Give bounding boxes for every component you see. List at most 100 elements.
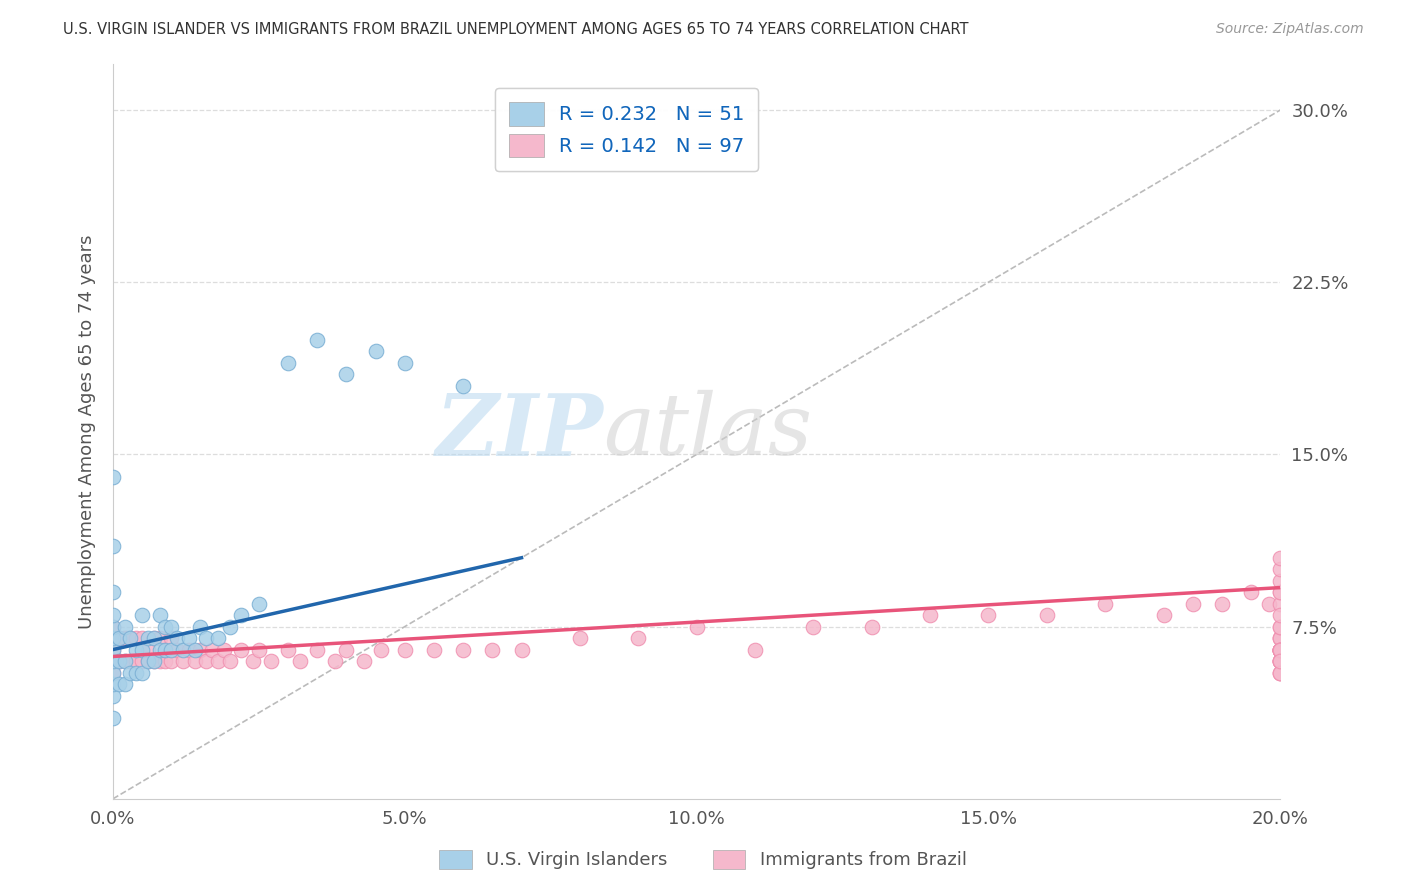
Point [1257, 597, 1279, 611]
Point [1270, 585, 1292, 599]
Point [207, 631, 229, 645]
Point [1211, 597, 1233, 611]
Point [568, 631, 591, 645]
Text: ZIP: ZIP [436, 390, 603, 473]
Point [155, 642, 177, 657]
Point [1270, 642, 1292, 657]
Point [114, 654, 136, 668]
Point [1270, 619, 1292, 633]
Point [195, 631, 218, 645]
Point [107, 654, 129, 668]
Point [247, 597, 270, 611]
Point [1270, 642, 1292, 657]
Point [1270, 574, 1292, 588]
Point [1270, 654, 1292, 668]
Point [101, 619, 124, 633]
Point [107, 631, 129, 645]
Point [183, 654, 205, 668]
Point [125, 631, 148, 645]
Point [1270, 642, 1292, 657]
Point [307, 642, 329, 657]
Point [510, 642, 533, 657]
Point [101, 631, 124, 645]
Point [451, 642, 474, 657]
Point [1240, 585, 1263, 599]
Point [277, 355, 299, 369]
Point [212, 642, 235, 657]
Point [364, 344, 387, 359]
Point [107, 654, 129, 668]
Point [160, 631, 183, 645]
Point [481, 642, 503, 657]
Point [177, 642, 200, 657]
Point [142, 631, 165, 645]
Point [101, 711, 124, 725]
Point [172, 654, 194, 668]
Point [107, 631, 129, 645]
Point [1270, 631, 1292, 645]
Point [288, 654, 311, 668]
Point [1270, 550, 1292, 565]
Point [1270, 608, 1292, 623]
Point [142, 654, 165, 668]
Point [101, 642, 124, 657]
Point [131, 642, 153, 657]
Point [1270, 654, 1292, 668]
Point [1270, 642, 1292, 657]
Point [1270, 642, 1292, 657]
Point [101, 585, 124, 599]
Point [803, 619, 825, 633]
Point [1270, 665, 1292, 680]
Point [136, 654, 159, 668]
Point [177, 631, 200, 645]
Point [207, 654, 229, 668]
Point [335, 367, 357, 381]
Point [231, 608, 253, 623]
Text: Source: ZipAtlas.com: Source: ZipAtlas.com [1216, 22, 1364, 37]
Point [131, 631, 153, 645]
Point [1270, 665, 1292, 680]
Text: U.S. VIRGIN ISLANDER VS IMMIGRANTS FROM BRAZIL UNEMPLOYMENT AMONG AGES 65 TO 74 : U.S. VIRGIN ISLANDER VS IMMIGRANTS FROM … [63, 22, 969, 37]
Point [190, 619, 212, 633]
Point [155, 654, 177, 668]
Point [149, 654, 172, 668]
Point [1270, 619, 1292, 633]
Point [101, 539, 124, 553]
Point [394, 355, 416, 369]
Point [627, 631, 650, 645]
Point [190, 642, 212, 657]
Point [155, 619, 177, 633]
Point [423, 642, 446, 657]
Point [120, 631, 142, 645]
Point [231, 642, 253, 657]
Point [394, 642, 416, 657]
Point [149, 631, 172, 645]
Point [136, 631, 159, 645]
Point [114, 654, 136, 668]
Point [259, 654, 281, 668]
Point [166, 631, 188, 645]
Point [451, 378, 474, 392]
Point [1094, 597, 1116, 611]
Point [160, 642, 183, 657]
Text: atlas: atlas [603, 390, 813, 473]
Point [120, 665, 142, 680]
Point [1270, 665, 1292, 680]
Point [131, 654, 153, 668]
Point [307, 333, 329, 347]
Point [101, 608, 124, 623]
Point [1036, 608, 1059, 623]
Point [1270, 585, 1292, 599]
Point [101, 642, 124, 657]
Legend: U.S. Virgin Islanders, Immigrants from Brazil: U.S. Virgin Islanders, Immigrants from B… [430, 841, 976, 879]
Point [247, 642, 270, 657]
Point [1270, 654, 1292, 668]
Point [1270, 642, 1292, 657]
Point [277, 642, 299, 657]
Point [125, 665, 148, 680]
Point [1270, 654, 1292, 668]
Point [131, 665, 153, 680]
Point [136, 654, 159, 668]
Point [101, 619, 124, 633]
Point [920, 608, 942, 623]
